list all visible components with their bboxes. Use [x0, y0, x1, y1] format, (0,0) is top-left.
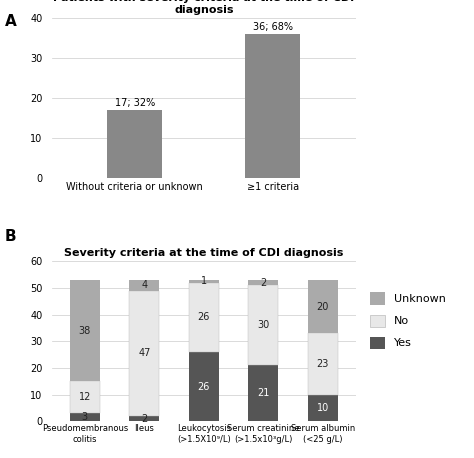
Bar — [308, 333, 337, 395]
Text: 1: 1 — [201, 277, 207, 286]
Text: 17; 32%: 17; 32% — [115, 98, 155, 108]
Text: 23: 23 — [317, 359, 329, 369]
Bar — [129, 416, 159, 421]
Text: 20: 20 — [317, 302, 329, 312]
Text: 2: 2 — [260, 278, 266, 288]
Bar — [248, 365, 278, 421]
Bar — [308, 395, 337, 421]
Text: 21: 21 — [257, 388, 270, 398]
Bar — [189, 352, 219, 421]
Text: 4: 4 — [141, 280, 147, 290]
Bar — [129, 291, 159, 416]
Text: 3: 3 — [82, 412, 88, 422]
Bar — [248, 285, 278, 365]
Bar — [308, 280, 337, 333]
Text: 38: 38 — [79, 326, 91, 336]
Bar — [245, 34, 301, 178]
Text: B: B — [5, 229, 17, 244]
Text: A: A — [5, 14, 17, 29]
Bar — [189, 280, 219, 283]
Text: 47: 47 — [138, 349, 151, 359]
Legend: Unknown, No, Yes: Unknown, No, Yes — [366, 288, 450, 353]
Text: 26: 26 — [198, 312, 210, 322]
Title: Severity criteria at the time of CDI diagnosis: Severity criteria at the time of CDI dia… — [64, 248, 344, 258]
Text: 10: 10 — [317, 403, 329, 413]
Bar — [70, 382, 100, 414]
Bar — [70, 414, 100, 421]
Text: 30: 30 — [257, 321, 269, 330]
Title: Patients with severity criteria at the time of CDI
diagnosis: Patients with severity criteria at the t… — [53, 0, 355, 15]
Text: 36; 68%: 36; 68% — [253, 22, 293, 32]
Bar — [248, 280, 278, 285]
Text: 12: 12 — [79, 393, 91, 403]
Text: 2: 2 — [141, 414, 147, 424]
Bar — [189, 283, 219, 352]
Bar — [70, 280, 100, 382]
Bar — [129, 280, 159, 291]
Bar — [107, 110, 163, 178]
Text: 26: 26 — [198, 382, 210, 392]
